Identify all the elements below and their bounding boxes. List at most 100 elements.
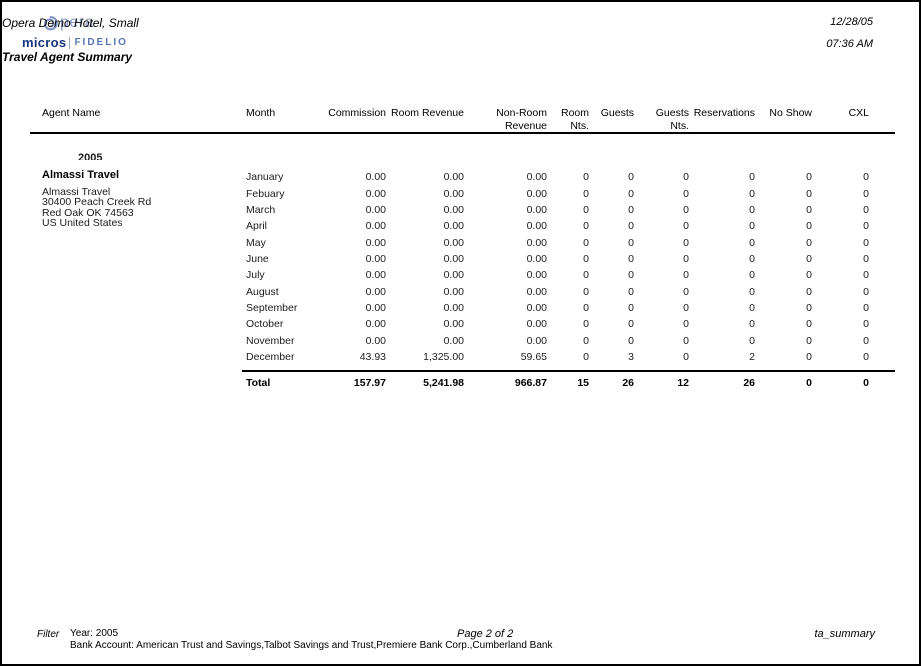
header-guests-nts: Guests Nts. bbox=[634, 97, 689, 134]
cxl-cell: 0 bbox=[863, 350, 869, 363]
month-row: January 0.00 0.00 0.00 0 0 0 0 0 0 bbox=[30, 169, 895, 185]
no-show-cell: 0 bbox=[806, 236, 812, 249]
agent-address-line: Red Oak OK 74563 bbox=[42, 206, 134, 219]
room-revenue-cell: 0.00 bbox=[443, 236, 464, 249]
month-row: August 0.00 0.00 0.00 0 0 0 0 0 0 bbox=[30, 283, 895, 299]
room-revenue-cell: 0.00 bbox=[443, 252, 464, 265]
total-room-nts: 15 bbox=[547, 370, 589, 395]
non-room-revenue-cell: 0.00 bbox=[526, 269, 547, 282]
header-room-revenue: Room Revenue bbox=[386, 97, 464, 134]
guests-cell: 0 bbox=[628, 236, 634, 249]
guests-nts-cell: 0 bbox=[683, 187, 689, 200]
header-non-room-revenue: Non-Room Revenue bbox=[464, 97, 547, 134]
guests-nts-cell: 0 bbox=[683, 269, 689, 282]
room-nts-cell: 0 bbox=[583, 187, 589, 200]
guests-cell: 0 bbox=[628, 220, 634, 233]
guests-cell: 0 bbox=[628, 334, 634, 347]
header-agent-name: Agent Name bbox=[30, 97, 242, 134]
no-show-cell: 0 bbox=[806, 220, 812, 233]
total-spacer bbox=[869, 370, 895, 395]
reservations-cell: 0 bbox=[749, 171, 755, 184]
row-spacer bbox=[869, 267, 895, 283]
commission-cell: 0.00 bbox=[365, 318, 386, 331]
month-cell: April bbox=[246, 220, 268, 233]
non-room-revenue-cell: 59.65 bbox=[520, 350, 547, 363]
guests-cell: 0 bbox=[628, 269, 634, 282]
guests-cell: 0 bbox=[628, 318, 634, 331]
guests-cell: 0 bbox=[628, 187, 634, 200]
agent-address-line: 30400 Peach Creek Rd bbox=[42, 196, 152, 209]
summary-table: Agent Name Month Commission Room Revenue… bbox=[30, 97, 895, 395]
no-show-cell: 0 bbox=[806, 350, 812, 363]
row-spacer bbox=[869, 349, 895, 365]
cxl-cell: 0 bbox=[863, 220, 869, 233]
month-cell: October bbox=[246, 318, 284, 331]
room-revenue-cell: 0.00 bbox=[443, 203, 464, 216]
header-spacer bbox=[869, 97, 895, 134]
agent-name: Almassi Travel bbox=[42, 169, 120, 181]
guests-cell: 0 bbox=[628, 203, 634, 216]
cxl-cell: 0 bbox=[863, 269, 869, 282]
guests-nts-cell: 0 bbox=[683, 334, 689, 347]
room-nts-cell: 0 bbox=[583, 301, 589, 314]
fidelio-logo-text: FIDELIO bbox=[74, 37, 128, 48]
commission-cell: 0.00 bbox=[365, 220, 386, 233]
month-cell: Febuary bbox=[246, 187, 285, 200]
agent-col-spacer bbox=[30, 234, 242, 250]
total-non-room-revenue: 966.87 bbox=[464, 370, 547, 395]
total-reservations: 26 bbox=[689, 370, 755, 395]
non-room-revenue-cell: 0.00 bbox=[526, 318, 547, 331]
reservations-cell: 0 bbox=[749, 269, 755, 282]
commission-cell: 0.00 bbox=[365, 269, 386, 282]
micros-logo-text: micros bbox=[22, 35, 67, 50]
year-group-row: 2005 bbox=[30, 133, 895, 169]
reservations-cell: 0 bbox=[749, 334, 755, 347]
month-row: April 0.00 0.00 0.00 0 0 0 0 0 0 bbox=[30, 218, 895, 234]
agent-col-spacer bbox=[30, 349, 242, 365]
filter-year: Year: 2005 bbox=[70, 628, 119, 639]
row-spacer bbox=[869, 251, 895, 267]
month-cell: July bbox=[246, 269, 265, 282]
reservations-cell: 2 bbox=[749, 350, 755, 363]
room-revenue-cell: 0.00 bbox=[443, 187, 464, 200]
room-revenue-cell: 1,325.00 bbox=[423, 350, 464, 363]
room-nts-cell: 0 bbox=[583, 252, 589, 265]
commission-cell: 0.00 bbox=[365, 301, 386, 314]
agent-col-spacer bbox=[30, 316, 242, 332]
reservations-cell: 0 bbox=[749, 252, 755, 265]
non-room-revenue-cell: 0.00 bbox=[526, 301, 547, 314]
guests-nts-cell: 0 bbox=[683, 252, 689, 265]
non-room-revenue-cell: 0.00 bbox=[526, 187, 547, 200]
table-header: Agent Name Month Commission Room Revenue… bbox=[30, 97, 895, 134]
header-reservations: Reservations bbox=[689, 97, 755, 134]
header-guests: Guests bbox=[589, 97, 634, 134]
month-row: Febuary 0.00 0.00 0.00 0 0 0 0 0 0 bbox=[30, 185, 895, 201]
agent-block: Almassi Travel Almassi Travel 30400 Peac… bbox=[42, 169, 232, 229]
agent-address-line: US United States bbox=[42, 217, 123, 230]
guests-cell: 0 bbox=[628, 285, 634, 298]
no-show-cell: 0 bbox=[806, 171, 812, 184]
guests-cell: 3 bbox=[628, 350, 634, 363]
total-no-show: 0 bbox=[755, 370, 812, 395]
agent-col-spacer bbox=[30, 267, 242, 283]
reservations-cell: 0 bbox=[749, 318, 755, 331]
total-row: Total 157.97 5,241.98 966.87 15 26 12 26… bbox=[30, 370, 895, 395]
table-body: 2005 January 0.00 0.00 0.00 0 0 0 0 bbox=[30, 133, 895, 365]
cxl-cell: 0 bbox=[863, 334, 869, 347]
reservations-cell: 0 bbox=[749, 203, 755, 216]
month-cell: December bbox=[246, 350, 295, 363]
reservations-cell: 0 bbox=[749, 285, 755, 298]
guests-cell: 0 bbox=[628, 252, 634, 265]
non-room-revenue-cell: 0.00 bbox=[526, 236, 547, 249]
cxl-cell: 0 bbox=[863, 285, 869, 298]
guests-cell: 0 bbox=[628, 301, 634, 314]
table-total: Total 157.97 5,241.98 966.87 15 26 12 26… bbox=[30, 365, 895, 395]
room-revenue-cell: 0.00 bbox=[443, 171, 464, 184]
non-room-revenue-cell: 0.00 bbox=[526, 220, 547, 233]
no-show-cell: 0 bbox=[806, 318, 812, 331]
no-show-cell: 0 bbox=[806, 269, 812, 282]
row-spacer bbox=[869, 202, 895, 218]
month-cell: May bbox=[246, 236, 266, 249]
report-date: 12/28/05 bbox=[830, 16, 873, 28]
